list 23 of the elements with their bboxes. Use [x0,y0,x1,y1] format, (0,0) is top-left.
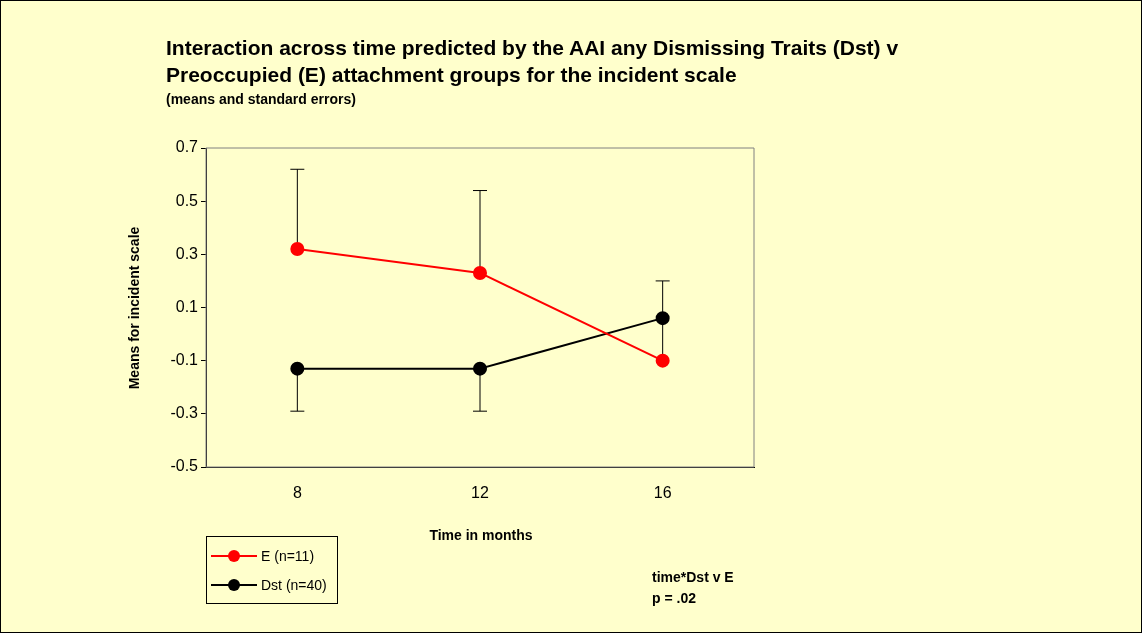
point [290,361,305,376]
y-tick-label: -0.3 [170,404,199,422]
legend-label: Dst (n=40) [261,576,327,593]
y-axis-title: Means for incident scale [126,226,142,390]
x-tick-label: 12 [471,484,489,502]
x-tick-label: 8 [292,484,302,502]
chart-title: Interaction across time predicted by the AAI any Dismissing Traits (Dst) v Preoccupied (E) attachment groups for the incident scale [166,35,900,88]
y-tick-label: -0.5 [170,457,199,475]
point [290,242,305,257]
y-tick-label: 0.7 [175,138,199,156]
y-tick-label: 0.5 [175,191,199,209]
legend-label: E (n=11) [261,547,315,564]
x-tick-label: 16 [653,484,672,502]
point [473,361,487,376]
x-axis-title: Time in months [428,527,534,543]
y-tick-label: 0.1 [175,297,199,315]
y-tick-label: -0.1 [170,351,199,369]
point [655,311,670,326]
text: time*Dst v E p = .02 [652,568,734,608]
point [473,265,487,280]
y-tick-label: 0.3 [175,244,199,262]
chart-subtitle: (means and standard errors) [166,91,356,107]
point [655,353,670,368]
